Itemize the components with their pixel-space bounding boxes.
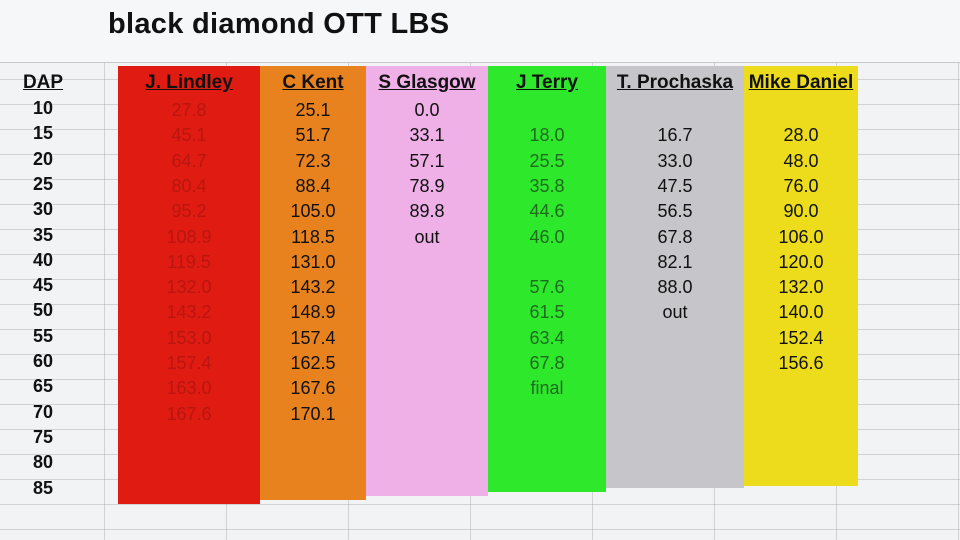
value-cell[interactable]: 88.0: [657, 277, 693, 298]
value-cell[interactable]: 167.6: [290, 378, 336, 399]
column-kent[interactable]: C Kent 25.1 51.7 72.3 88.4 105.0 118.5 131.0 143…: [260, 66, 366, 500]
value-cell[interactable]: 80.4: [171, 175, 207, 196]
value-cell[interactable]: 120.0: [778, 251, 824, 272]
dap-value: 45: [32, 275, 54, 296]
value-cell[interactable]: 51.7: [295, 125, 331, 146]
value-cell[interactable]: 162.5: [290, 353, 336, 373]
column-glasgow[interactable]: S Glasgow 0.0 33.1 57.1 78.9 89.8 out: [366, 66, 488, 496]
dap-value: 60: [32, 351, 54, 371]
value-cell[interactable]: 67.8: [657, 226, 693, 247]
value-cell[interactable]: 170.1: [290, 403, 336, 424]
value-cell[interactable]: 72.3: [295, 150, 331, 171]
value-cell[interactable]: 119.5: [167, 251, 211, 272]
column-lindley[interactable]: J. Lindley 27.8 45.1 64.7 80.4 95.2 108.9 119.5…: [118, 66, 260, 504]
value-cell[interactable]: 167.6: [166, 403, 212, 424]
value-cell[interactable]: 106.0: [778, 226, 824, 247]
value-cell[interactable]: 25.5: [529, 150, 565, 171]
dap-header: DAP: [22, 72, 64, 93]
value-cell[interactable]: 108.9: [166, 226, 212, 247]
value-cell[interactable]: 132.0: [166, 277, 212, 298]
value-cell[interactable]: 63.4: [529, 327, 565, 348]
value-cell[interactable]: 64.7: [171, 150, 207, 171]
value-cell[interactable]: 56.5: [657, 201, 693, 222]
column-header: J Terry: [516, 72, 578, 93]
value-cell[interactable]: 18.0: [529, 125, 565, 146]
value-cell[interactable]: 89.8: [409, 201, 445, 222]
dap-value: 80: [32, 452, 54, 473]
dap-value: 50: [32, 300, 54, 321]
title-row: black diamond OTT LBS: [0, 0, 960, 63]
dap-value: 85: [32, 477, 54, 498]
value-cell[interactable]: 57.6: [529, 277, 565, 298]
dap-value: 15: [32, 123, 54, 144]
value-cell[interactable]: 33.1: [409, 125, 445, 146]
dap-column: DAP 10 15 20 25 30 35 40 45 50 55 60 65 70 75 80 85: [18, 66, 68, 506]
value-cell[interactable]: 143.2: [290, 277, 336, 298]
column-header: S Glasgow: [378, 72, 476, 93]
value-cell[interactable]: 157.4: [166, 353, 212, 373]
value-cell[interactable]: 132.0: [778, 277, 824, 298]
column-header: C Kent: [282, 72, 344, 93]
column-terry[interactable]: J Terry 18.0 25.5 35.8 44.6 46.0 57.6 61.5 63.4 6…: [488, 66, 606, 492]
value-cell[interactable]: 163.0: [166, 378, 212, 399]
value-cell[interactable]: 33.0: [657, 150, 693, 171]
dap-value: 40: [32, 249, 54, 270]
value-cell[interactable]: 25.1: [295, 100, 331, 120]
column-header: J. Lindley: [145, 72, 233, 93]
value-cell[interactable]: 131.0: [290, 251, 336, 272]
value-cell[interactable]: 16.7: [657, 125, 693, 146]
dap-value: 10: [32, 98, 54, 118]
column-daniel[interactable]: Mike Daniel 28.0 48.0 76.0 90.0 106.0 120.0 132…: [744, 66, 858, 486]
value-cell[interactable]: 67.8: [529, 353, 565, 373]
dap-value: 30: [32, 199, 54, 220]
value-cell[interactable]: out: [662, 302, 688, 323]
value-cell[interactable]: 61.5: [529, 302, 565, 323]
column-header: T. Prochaska: [616, 72, 734, 93]
value-cell[interactable]: 0.0: [414, 100, 440, 120]
value-cell[interactable]: 152.4: [778, 327, 824, 348]
value-cell[interactable]: 105.0: [290, 201, 336, 222]
value-cell[interactable]: 143.2: [166, 302, 212, 323]
column-prochaska[interactable]: T. Prochaska 16.7 33.0 47.5 56.5 67.8 82.1 88.0…: [606, 66, 744, 488]
value-cell[interactable]: 157.4: [290, 327, 336, 348]
column-header: Mike Daniel: [748, 72, 854, 93]
value-cell[interactable]: 78.9: [409, 175, 445, 196]
dap-value: 70: [32, 401, 54, 422]
value-cell[interactable]: 148.9: [290, 302, 336, 323]
value-cell[interactable]: 28.0: [783, 125, 819, 146]
value-cell[interactable]: 48.0: [783, 150, 819, 171]
value-cell[interactable]: 27.8: [171, 100, 207, 120]
value-cell[interactable]: out: [414, 226, 440, 247]
dap-value: 55: [32, 325, 54, 346]
value-cell[interactable]: 90.0: [783, 201, 819, 222]
dap-value: 35: [32, 224, 54, 245]
value-cell[interactable]: 140.0: [778, 302, 824, 323]
value-cell[interactable]: 118.5: [291, 226, 335, 247]
value-cell[interactable]: 88.4: [295, 175, 331, 196]
dap-value: 25: [32, 173, 54, 194]
value-cell[interactable]: 95.2: [171, 201, 207, 222]
dap-value: 65: [32, 376, 54, 397]
value-cell[interactable]: final: [530, 378, 564, 399]
value-cell[interactable]: 153.0: [166, 327, 212, 348]
value-cell[interactable]: 45.1: [171, 125, 207, 146]
value-cell[interactable]: 156.6: [778, 353, 824, 373]
value-cell[interactable]: 76.0: [783, 175, 819, 196]
dap-value: 75: [32, 426, 54, 447]
dap-value: 20: [32, 148, 54, 169]
value-cell[interactable]: 82.1: [657, 251, 693, 272]
value-cell[interactable]: 47.5: [657, 175, 693, 196]
value-cell[interactable]: 35.8: [529, 175, 565, 196]
value-cell[interactable]: 57.1: [409, 150, 445, 171]
sheet-title: black diamond OTT LBS: [108, 8, 450, 40]
value-cell[interactable]: 46.0: [529, 226, 565, 247]
value-cell[interactable]: 44.6: [529, 201, 565, 222]
